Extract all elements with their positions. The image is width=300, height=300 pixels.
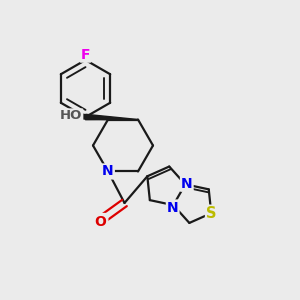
Text: F: F bbox=[81, 48, 90, 62]
Text: N: N bbox=[181, 177, 193, 191]
Text: N: N bbox=[102, 164, 114, 178]
Text: HO: HO bbox=[60, 110, 82, 122]
Polygon shape bbox=[85, 114, 138, 120]
Text: S: S bbox=[206, 206, 217, 221]
Text: N: N bbox=[167, 200, 178, 214]
Text: O: O bbox=[95, 214, 107, 228]
Text: O: O bbox=[94, 214, 106, 229]
Text: F: F bbox=[81, 48, 90, 61]
Polygon shape bbox=[82, 114, 108, 119]
